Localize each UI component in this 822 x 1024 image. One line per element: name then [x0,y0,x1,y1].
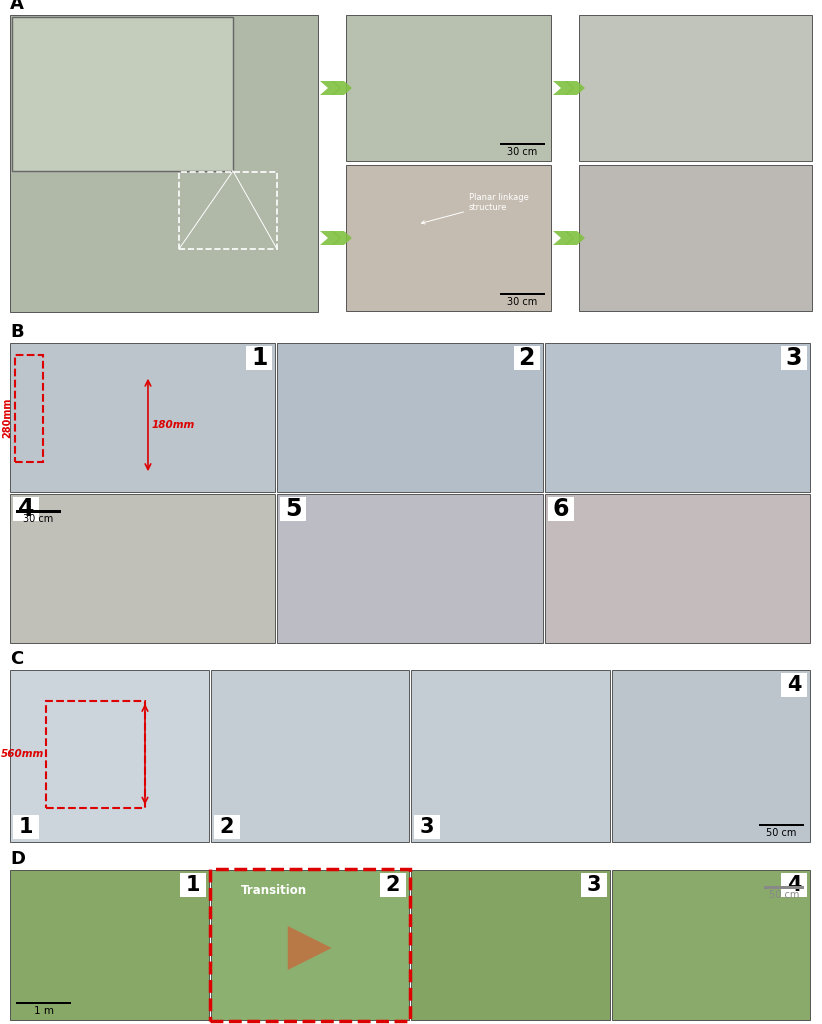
Bar [500,142,545,145]
Text: A: A [10,0,24,13]
Bar [764,886,804,889]
Bar [759,823,804,826]
Polygon shape [565,231,585,245]
Bar [13,497,39,521]
Text: 180mm: 180mm [152,420,195,430]
Text: 2: 2 [219,817,233,837]
Bar [411,670,609,842]
Bar [13,815,39,839]
Text: 2: 2 [519,346,535,370]
Bar [277,494,543,643]
Polygon shape [320,81,341,95]
Text: 4: 4 [18,497,35,521]
Bar [500,293,545,295]
Text: 4: 4 [787,675,801,695]
Polygon shape [553,81,575,95]
Bar [16,510,61,512]
Text: 1 m: 1 m [34,1006,53,1016]
Text: 3: 3 [420,817,434,837]
Text: 3: 3 [786,346,802,370]
Text: 4: 4 [787,874,801,895]
Bar [579,15,812,161]
Bar [16,1001,71,1004]
Bar [545,343,810,492]
Bar [10,494,275,643]
Text: C: C [10,650,23,668]
Text: 50 cm: 50 cm [769,891,799,900]
Polygon shape [565,81,585,95]
Bar [545,494,810,643]
Polygon shape [320,231,341,245]
Text: 560mm: 560mm [1,750,44,759]
Text: 280mm: 280mm [2,397,12,437]
Text: 30 cm: 30 cm [507,297,538,307]
Bar [46,701,145,808]
Text: 1: 1 [252,346,267,370]
Text: Transition: Transition [241,884,307,897]
Bar [781,673,807,697]
Bar [10,15,318,312]
Text: 1: 1 [185,874,200,895]
Bar [210,869,410,1021]
Text: 30 cm: 30 cm [507,147,538,157]
Bar [414,815,440,839]
Bar [547,497,574,521]
Text: 50 cm: 50 cm [766,828,797,838]
Bar [210,870,409,1020]
Bar [179,172,277,249]
Polygon shape [331,81,352,95]
Text: Planar linkage
structure: Planar linkage structure [422,193,529,224]
Bar [380,873,406,897]
Bar [612,670,810,842]
Bar [781,346,807,370]
Bar [580,873,607,897]
Text: 1: 1 [19,817,33,837]
Bar [10,670,209,842]
Bar [15,355,43,462]
Text: 2: 2 [386,874,400,895]
Text: 6: 6 [552,497,569,521]
Bar [247,346,272,370]
Polygon shape [331,231,352,245]
Bar [10,343,275,492]
Bar [214,815,239,839]
Text: D: D [10,850,25,868]
Bar [280,497,307,521]
Bar [277,343,543,492]
Bar [346,165,551,311]
Bar [781,873,807,897]
Polygon shape [288,926,332,970]
Bar [579,165,812,311]
Bar [12,17,233,171]
Bar [10,870,209,1020]
Text: 5: 5 [285,497,302,521]
Bar [346,15,551,161]
Text: 3: 3 [586,874,601,895]
Bar [210,670,409,842]
Bar [514,346,540,370]
Polygon shape [553,231,575,245]
Bar [612,870,810,1020]
Bar [411,870,609,1020]
Text: 30 cm: 30 cm [23,514,53,524]
Text: B: B [10,323,24,341]
Bar [179,873,206,897]
